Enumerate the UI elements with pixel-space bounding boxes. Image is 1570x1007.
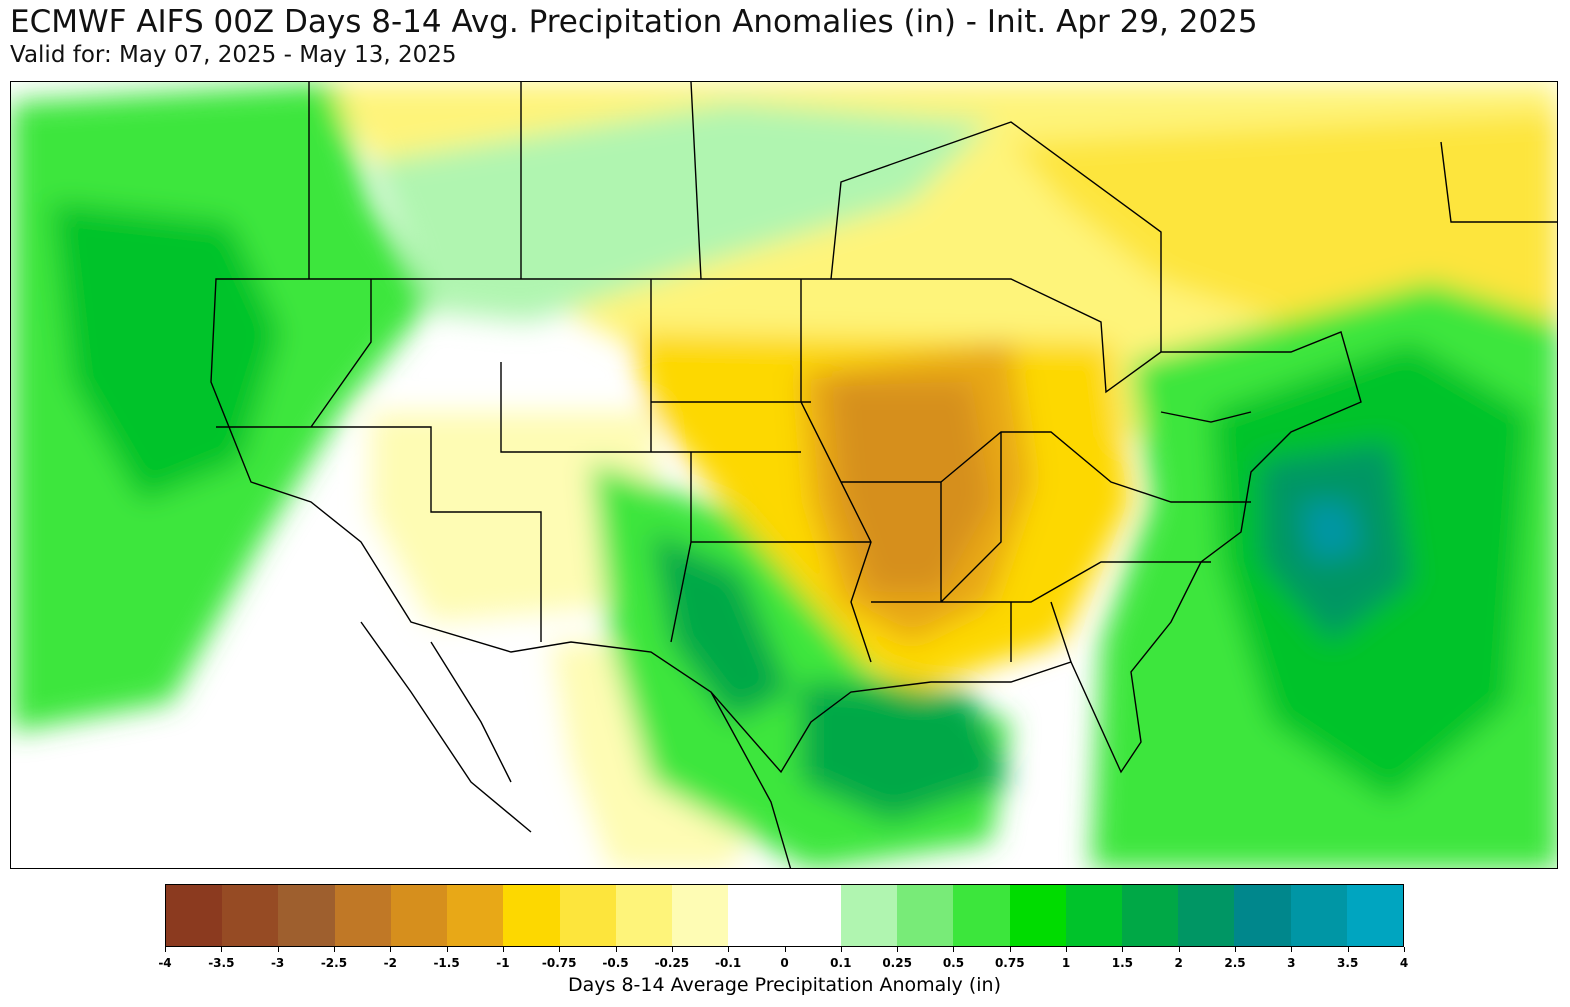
us-border-outline — [210, 278, 1362, 774]
wet-anomaly-canada-band — [371, 102, 991, 322]
colorbar-tick-label: -0.25 — [654, 956, 690, 970]
colorbar-tickmark — [615, 947, 617, 952]
colorbar-tick-label: -1 — [496, 956, 510, 970]
colorbar-segment — [784, 885, 841, 946]
colorbar-tick-label: -0.75 — [541, 956, 577, 970]
us-outline — [210, 82, 1557, 868]
colorbar-tick-label: -2 — [383, 956, 397, 970]
colorbar-tickmark — [784, 947, 786, 952]
colorbar-tickmark — [1178, 947, 1180, 952]
dry-anomaly-quebec — [1011, 112, 1557, 342]
valid-period: Valid for: May 07, 2025 - May 13, 2025 — [10, 42, 457, 68]
mexico-outline — [360, 621, 792, 868]
colorbar — [165, 884, 1404, 947]
map-canvas — [11, 82, 1557, 868]
state-lines-west — [216, 279, 871, 643]
colorbar-tickmark — [165, 947, 166, 952]
colorbar-tick-label: -3 — [270, 956, 285, 970]
colorbar-tick-label: 0.5 — [942, 956, 965, 970]
colorbar-segment — [1234, 885, 1291, 946]
colorbar-segment — [1178, 885, 1235, 946]
colorbar-tickmark — [953, 947, 955, 952]
precipitation-anomaly-map — [10, 81, 1558, 869]
colorbar-segment — [728, 885, 785, 946]
colorbar-segment — [1009, 885, 1066, 946]
colorbar-segment — [1121, 885, 1179, 946]
colorbar-tickmark — [1404, 947, 1405, 952]
wet-anomaly-east-max — [1301, 502, 1361, 562]
colorbar-tickmark — [897, 947, 899, 952]
colorbar-tick-label: 0.75 — [994, 956, 1025, 970]
dry-anomaly-darkest — [831, 382, 991, 592]
colorbar-segment — [166, 885, 223, 946]
colorbar-segment — [447, 885, 504, 946]
colorbar-tick-label: -4 — [158, 956, 172, 970]
colorbar-tickmark — [671, 947, 673, 952]
colorbar-tickmark — [1122, 947, 1124, 952]
colorbar-tickmark — [333, 947, 335, 952]
colorbar-tick-label: 4 — [1399, 956, 1409, 970]
colorbar-segment — [278, 885, 335, 946]
colorbar-tick-label: 1.5 — [1111, 956, 1134, 970]
colorbar-segment — [222, 885, 279, 946]
colorbar-tickmark — [559, 947, 561, 952]
colorbar-tickmark — [221, 947, 223, 952]
colorbar-segment — [503, 885, 560, 946]
colorbar-tick-label: 0 — [780, 956, 789, 970]
colorbar-tick-label: 3.5 — [1337, 956, 1359, 970]
colorbar-tick-label: -2.5 — [320, 956, 348, 970]
state-lines-east — [800, 279, 1252, 663]
colorbar-label: Days 8-14 Average Precipitation Anomaly … — [567, 974, 1001, 996]
colorbar-segment — [559, 885, 616, 946]
colorbar-tick-label: -1.5 — [433, 956, 460, 970]
colorbar-segment — [1065, 885, 1122, 946]
colorbar-tickmark — [277, 947, 279, 952]
wet-anomaly-texas-core — [651, 532, 791, 722]
colorbar-tick-labels: -4 -3.5 -3 -2.5 -2 -1.5 -1 -0.75 -0.5 -0.25 -0.1 0 0… — [158, 956, 1408, 972]
anomaly-field — [11, 82, 1557, 868]
colorbar-segment — [840, 885, 898, 946]
colorbar-segment — [897, 885, 954, 946]
colorbar-tick-label: 0.25 — [882, 956, 912, 970]
colorbar-tick-label: 2 — [1174, 956, 1183, 970]
colorbar-tick-label: 1 — [1061, 956, 1071, 970]
map-title: ECMWF AIFS 00Z Days 8-14 Avg. Precipitat… — [10, 4, 1258, 40]
colorbar-tickmark — [840, 947, 842, 952]
colorbar-segment — [1290, 885, 1347, 946]
colorbar-tickmark — [1009, 947, 1011, 952]
colorbar-tick-label: 2.5 — [1224, 956, 1246, 970]
colorbar-tickmark — [1291, 947, 1293, 952]
colorbar-segment — [1346, 885, 1404, 946]
colorbar-tick-label: -3.5 — [208, 956, 235, 970]
colorbar-tickmark — [728, 947, 730, 952]
colorbar-tickmark — [1347, 947, 1349, 952]
colorbar-segment — [334, 885, 391, 946]
colorbar-segment — [615, 885, 673, 946]
colorbar-segment — [672, 885, 729, 946]
colorbar-tick-label: 3 — [1287, 956, 1296, 970]
colorbar-tick-label: -0.5 — [602, 956, 629, 970]
colorbar-tickmark — [1066, 947, 1068, 952]
colorbar-tick-label: 0.1 — [830, 956, 852, 970]
colorbar-tickmark — [390, 947, 392, 952]
colorbar-tickmark — [446, 947, 448, 952]
canada-provinces — [308, 82, 1557, 352]
colorbar-tickmark — [1235, 947, 1237, 952]
colorbar-tick-label: -0.1 — [715, 956, 742, 970]
colorbar-segment — [390, 885, 448, 946]
colorbar-segment — [953, 885, 1010, 946]
colorbar-tickmark — [502, 947, 504, 952]
wet-anomaly-gulf — [801, 682, 1011, 822]
